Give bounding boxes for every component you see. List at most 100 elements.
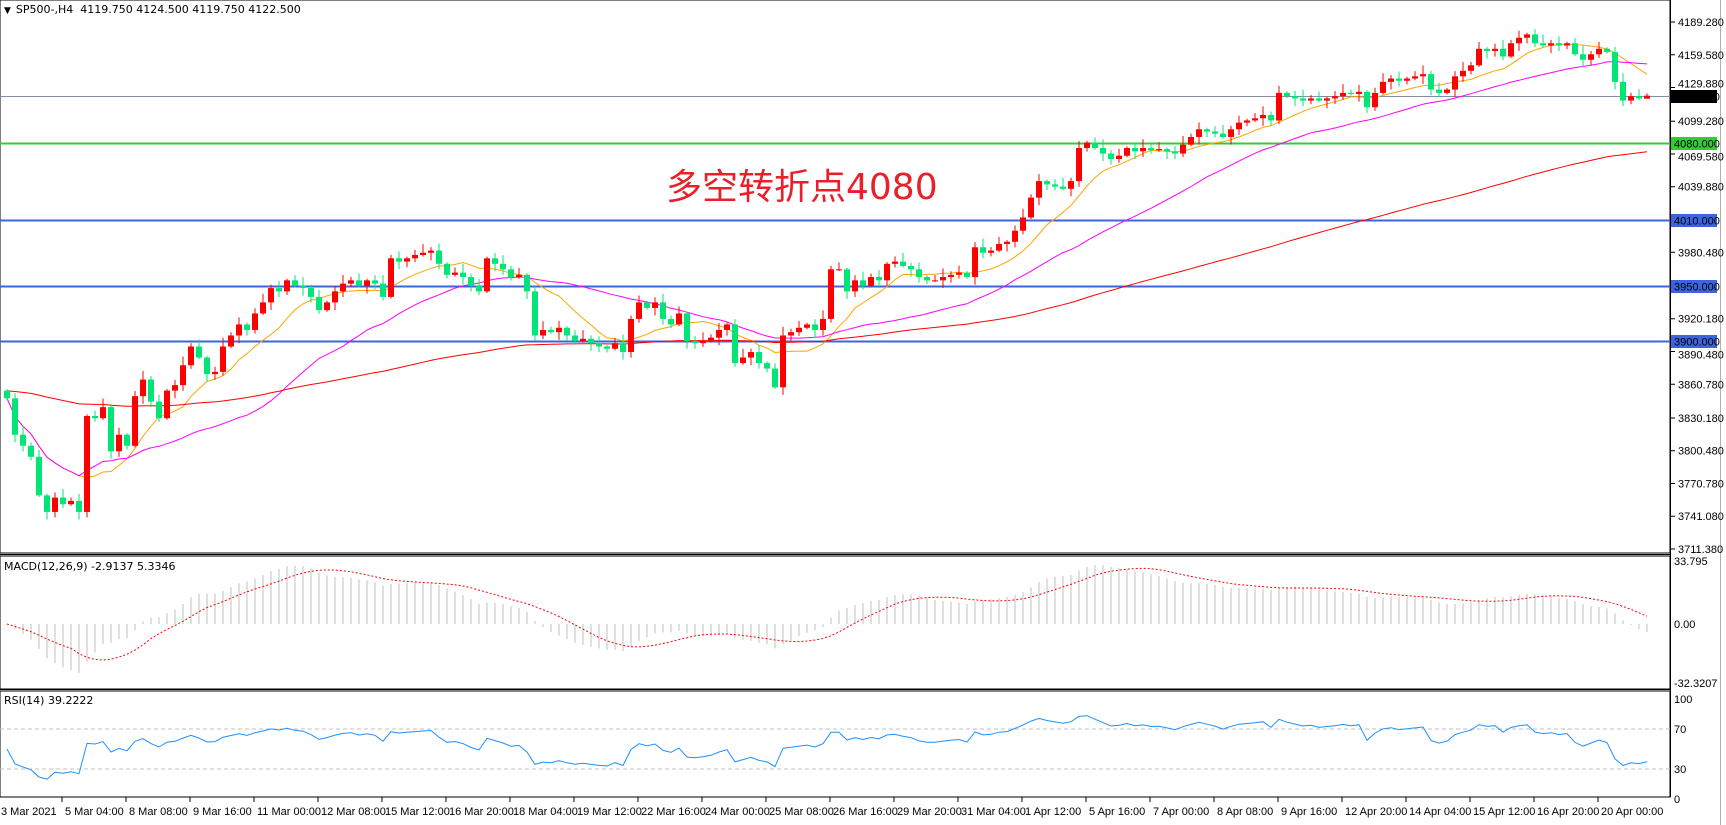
symbol-label: SP500-,H4: [15, 3, 74, 16]
candle-bearish: [908, 266, 914, 270]
candle-bullish: [948, 274, 954, 278]
candle-bearish: [1052, 184, 1058, 187]
candle-bullish: [1516, 37, 1522, 44]
candle-bearish: [860, 280, 866, 286]
candle-bullish: [388, 258, 394, 297]
candle-bullish: [1420, 74, 1426, 77]
candle-bullish: [740, 357, 746, 364]
candle-bearish: [460, 272, 466, 278]
candle-bullish: [1356, 91, 1362, 94]
candle-bullish: [236, 324, 242, 336]
candle-bullish: [1460, 70, 1466, 77]
price-label-box: [1671, 214, 1717, 227]
candle-bullish: [268, 288, 274, 303]
candle-bearish: [1292, 96, 1298, 99]
rsi-tick-label: 70: [1674, 724, 1686, 736]
candle-bearish: [684, 313, 690, 342]
candle-bullish: [836, 269, 842, 271]
candle-bearish: [308, 288, 314, 297]
candle-bearish: [660, 302, 666, 319]
candle-bullish: [700, 341, 706, 344]
candle-bullish: [1596, 48, 1602, 55]
candle-bearish: [844, 269, 850, 292]
candle-bullish: [1068, 181, 1074, 189]
candle-bearish: [596, 343, 602, 347]
candle-bullish: [556, 327, 562, 333]
candle-bullish: [804, 324, 810, 328]
candle-bullish: [1548, 43, 1554, 46]
candle-bearish: [692, 341, 698, 344]
moving-average-line: [6, 151, 1648, 407]
time-tick-label: 16 Apr 20:00: [1537, 806, 1599, 818]
candle-bearish: [124, 434, 130, 446]
candle-bearish: [36, 456, 42, 496]
candle-bearish: [1556, 43, 1562, 46]
candle-bullish: [1324, 98, 1330, 101]
rsi-indicator: 100 70 30 0: [0, 694, 1692, 806]
macd-tick-label: 0.00: [1674, 619, 1695, 631]
price-tick-label: 4069.580: [1678, 152, 1724, 164]
candle-bearish: [1612, 52, 1618, 82]
time-tick-label: 1 Apr 12:00: [1025, 806, 1081, 818]
candle-bullish: [1020, 217, 1026, 231]
moving-average-line: [6, 61, 1648, 477]
time-tick-label: 3 Mar 2021: [1, 806, 57, 818]
candle-bearish: [1620, 81, 1626, 101]
candle-bullish: [1308, 98, 1314, 101]
candle-bearish: [1636, 96, 1642, 99]
candle-bearish: [1148, 148, 1154, 151]
candle-bullish: [676, 313, 682, 325]
horizontal-lines[interactable]: [0, 96, 1670, 343]
candle-bearish: [436, 250, 442, 264]
candle-bearish: [548, 329, 554, 333]
time-tick-label: 16 Mar 20:00: [449, 806, 514, 818]
time-tick-label: 24 Mar 00:00: [705, 806, 770, 818]
candle-bearish: [1604, 48, 1610, 53]
macd-pane: [0, 555, 1671, 690]
candle-bearish: [276, 288, 282, 292]
candle-bearish: [508, 269, 514, 278]
time-axis: 3 Mar 2021 5 Mar 04:00 8 Mar 08:00 9 Mar 16…: [1, 797, 1663, 818]
candle-bullish: [1228, 129, 1234, 137]
price-tick-label: 3830.180: [1678, 413, 1724, 425]
price-tick-label: 3890.480: [1678, 350, 1724, 362]
candle-bearish: [732, 324, 738, 364]
candle-bearish: [372, 280, 378, 284]
candle-bearish: [572, 335, 578, 342]
candle-bearish: [300, 285, 306, 289]
annotation-text[interactable]: 多空转折点4080: [666, 167, 938, 208]
price-tick-label: 3770.780: [1678, 478, 1724, 490]
rsi-tick-label: 30: [1674, 764, 1686, 776]
candle-bearish: [604, 346, 610, 349]
price-tick-label: 4129.880: [1678, 79, 1724, 91]
candle-bearish: [12, 398, 18, 435]
candle-bullish: [708, 337, 714, 342]
candle-bullish: [324, 302, 330, 311]
time-tick-label: 18 Mar 04:00: [513, 806, 578, 818]
candle-bearish: [1436, 89, 1442, 93]
triangle-down-icon[interactable]: ▼: [4, 6, 11, 16]
candle-bearish: [764, 363, 770, 369]
candle-bullish: [452, 272, 458, 275]
candle-bearish: [1092, 142, 1098, 149]
candle-bullish: [84, 415, 90, 512]
time-tick-label: 9 Apr 16:00: [1281, 806, 1337, 818]
candle-bearish: [316, 296, 322, 311]
candle-bearish: [244, 324, 250, 330]
candle-bearish: [1500, 48, 1506, 57]
candle-bullish: [1340, 92, 1346, 97]
candle-bullish: [484, 258, 490, 292]
price-tick-label: 3980.480: [1678, 247, 1724, 259]
candle-bearish: [1396, 78, 1402, 81]
rsi-line: [6, 715, 1648, 780]
candle-bearish: [4, 390, 10, 399]
candle-bearish: [1540, 43, 1546, 46]
candle-bullish: [1252, 118, 1258, 121]
price-label: 4010.000: [1674, 216, 1720, 228]
candle-bearish: [1532, 34, 1538, 44]
candle-bullish: [1468, 65, 1474, 71]
candle-bearish: [1348, 92, 1354, 94]
candle-bearish: [620, 343, 626, 353]
candle-bullish: [868, 277, 874, 286]
